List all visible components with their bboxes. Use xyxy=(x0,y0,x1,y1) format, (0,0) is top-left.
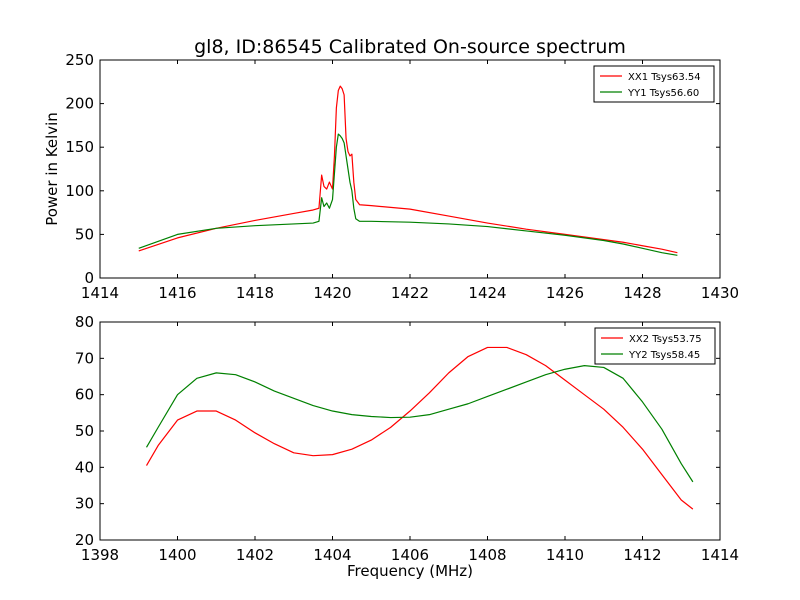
y-tick-label: 20 xyxy=(75,531,94,549)
y-tick-label: 70 xyxy=(75,349,94,367)
top-panel: 1414 1416 1418 1420 1422 1424 1426 1428 1430 0 50 1… xyxy=(65,51,739,302)
x-tick-label: 1430 xyxy=(701,284,739,302)
y-tick-label: 250 xyxy=(65,51,94,69)
y-tick-label: 40 xyxy=(75,458,94,476)
x-axis-label: Frequency (MHz) xyxy=(347,562,473,580)
y-tick-label: 50 xyxy=(75,225,94,243)
legend-panel-1: XX1 Tsys63.54 YY1 Tsys56.60 xyxy=(593,65,715,103)
y-axis-label: Power in Kelvin xyxy=(43,112,61,226)
y-tick-label: 200 xyxy=(65,95,94,113)
x-tick-label: 1402 xyxy=(236,546,274,564)
y-tick-label: 50 xyxy=(75,422,94,440)
legend-label: XX1 Tsys63.54 xyxy=(628,72,701,83)
y-tick-label: 30 xyxy=(75,495,94,513)
x-tick-label: 1412 xyxy=(623,546,661,564)
series-line-xx-panel-1 xyxy=(138,85,678,254)
series-line-xx-panel-2 xyxy=(145,346,694,510)
x-tick-label: 1404 xyxy=(313,546,351,564)
x-tick-label: 1410 xyxy=(546,546,584,564)
series-line-yy-panel-1 xyxy=(138,133,678,256)
legend-label: XX2 Tsys53.75 xyxy=(629,334,702,345)
chart-title: gl8, ID:86545 Calibrated On-source spect… xyxy=(194,36,626,58)
x-tick-label: 1400 xyxy=(158,546,196,564)
legend-box xyxy=(593,65,715,103)
x-tick-label: 1406 xyxy=(391,546,429,564)
legend-panel-2: XX2 Tsys53.75 YY2 Tsys58.45 xyxy=(594,327,716,365)
y-tick-label: 0 xyxy=(84,269,94,287)
x-tick-label: 1408 xyxy=(468,546,506,564)
x-tick-label: 1414 xyxy=(81,284,119,302)
x-tick-label: 1418 xyxy=(236,284,274,302)
x-tick-label: 1422 xyxy=(391,284,429,302)
x-tick-label: 1420 xyxy=(313,284,351,302)
legend-box xyxy=(594,327,716,365)
series-line-yy-panel-2 xyxy=(145,365,694,483)
x-tick-label: 1426 xyxy=(546,284,584,302)
bottom-panel: 1398 1400 1402 1404 1406 1408 1410 1412 1414 20 30… xyxy=(75,313,739,564)
x-tick-label: 1416 xyxy=(158,284,196,302)
x-tick-label: 1428 xyxy=(623,284,661,302)
y-tick-label: 150 xyxy=(65,138,94,156)
y-tick-label: 60 xyxy=(75,386,94,404)
x-tick-label: 1414 xyxy=(701,546,739,564)
legend-label: YY2 Tsys58.45 xyxy=(628,350,700,361)
y-tick-label: 80 xyxy=(75,313,94,331)
x-tick-label: 1398 xyxy=(81,546,119,564)
x-tick-label: 1424 xyxy=(468,284,506,302)
legend-label: YY1 Tsys56.60 xyxy=(627,88,699,99)
y-tick-label: 100 xyxy=(65,182,94,200)
